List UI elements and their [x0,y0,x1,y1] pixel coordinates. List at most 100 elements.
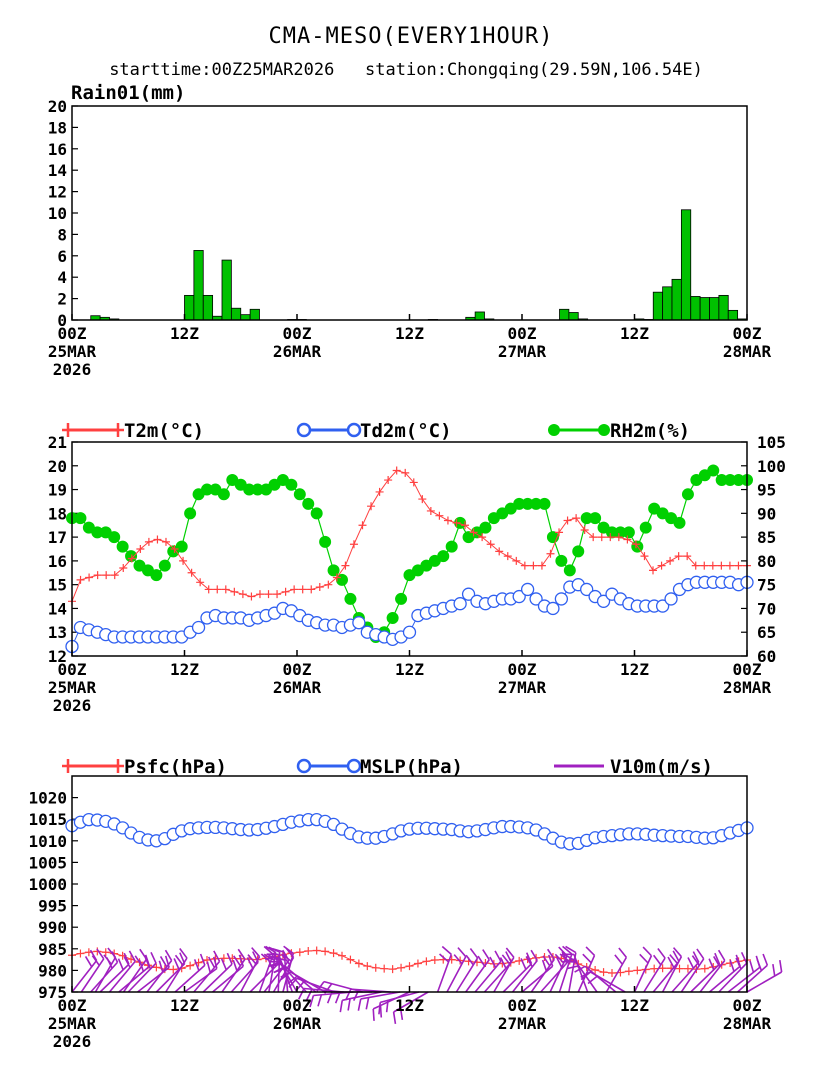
data-point-plus [324,580,333,589]
wind-barb-staff [193,960,221,993]
y-tick-label: 14 [48,161,67,180]
wind-barb-flag [199,953,206,966]
wind-barb-flag [193,959,200,971]
rain-bar [202,294,214,321]
data-point-dot [158,559,171,572]
data-point-plus [614,533,623,542]
data-point-plus [93,571,102,580]
wind-barb-flag [614,954,623,965]
legend-marker [346,758,362,774]
legend-label: V10m(m/s) [610,756,713,778]
wind-barb-flag [220,958,228,971]
y-tick-label-right: 85 [757,528,776,547]
wind-barb-flag [339,1000,344,1013]
data-point-dot [386,611,399,624]
wind-barb-staff [99,963,130,993]
wind-barb-flag [465,954,474,966]
data-point-plus [230,587,239,596]
wind-barb-staff [521,965,554,993]
wind-barb-flag [263,945,274,956]
rain-bar [568,312,579,321]
wind-barb-flag [687,957,695,969]
rain-bar [474,311,485,321]
rain-bar [699,297,710,321]
data-point-dot [673,516,686,529]
wind-barb-flag [378,1002,382,1015]
wind-barb-flag [164,949,173,961]
wind-barb-flag [691,955,700,966]
data-point-plus [725,561,734,570]
data-point-dot [707,464,720,477]
y-tick-label: 990 [38,918,67,937]
wind-barb-staff [393,991,429,1013]
wind-barb-flag [357,998,362,1011]
rain-bar [652,291,664,321]
data-point-plus [700,964,709,973]
wind-barb-staff [718,962,748,993]
x-date-label: 27MAR [498,1014,547,1033]
wind-barb-flag [696,948,705,960]
data-point-plus [76,949,85,958]
wind-barb-staff [71,959,98,993]
data-point-plus [674,552,683,561]
wind-barb-staff [221,958,246,993]
data-point-circle [512,589,526,604]
data-point-plus [572,514,581,523]
wind-barb-flag [713,956,721,968]
data-point-plus [426,506,435,515]
data-point-dot [437,550,450,563]
wind-barb-staff [455,957,479,993]
x-tick-label: 00Z [733,660,762,679]
data-point-dot [217,488,230,501]
data-point-plus [85,573,94,582]
data-point-plus [717,561,726,570]
wind-barb-flag [729,959,735,972]
wind-barb-flag [265,956,278,960]
data-point-plus [401,468,410,477]
y-tick-label-right: 80 [757,552,776,571]
y-tick-label: 1000 [28,875,67,894]
rain-bar [690,296,701,321]
wind-barb-flag [582,953,592,964]
wind-barb-flag [542,955,551,967]
data-point-plus [658,964,667,973]
x-date-label: 25MAR [48,678,97,697]
wind-barb-flag [717,949,726,961]
wind-barb-staff [643,957,666,993]
data-point-dot [538,497,551,510]
data-point-plus [650,964,659,973]
x-date-label: 26MAR [273,1014,322,1033]
wind-barb-flag [505,951,512,963]
data-point-circle [596,594,611,608]
data-point-plus [321,947,330,956]
y-tick-label-right: 100 [757,457,786,476]
wind-barb-flag [326,991,333,1004]
rain-bar [221,259,232,321]
wind-barb-flag [280,971,291,981]
x-date-label: 28MAR [723,342,772,361]
x-year-label: 2026 [53,696,92,715]
y-tick-label: 1010 [28,832,67,851]
data-point-circle [554,592,569,606]
y-tick-label: 21 [48,433,67,452]
wind-barb-flag [580,971,591,981]
wind-barb-staff [122,958,148,993]
wind-barb-flag [246,957,254,969]
wind-barb-flag [150,951,157,964]
data-point-plus [683,964,692,973]
rain-bar [230,307,242,321]
data-point-plus [144,537,153,546]
data-point-plus [520,561,529,570]
wind-barb-flag [288,977,298,988]
x-tick-label: 12Z [620,660,649,679]
data-point-dot [319,535,332,548]
data-point-plus [187,568,196,577]
data-point-circle [529,592,543,606]
wind-barb-flag [251,947,261,958]
data-point-plus [332,573,341,582]
data-point-circle [191,620,206,635]
wind-barb-flag [179,947,188,959]
data-point-circle [580,582,594,597]
data-point-circle [453,597,467,611]
legend-marker [62,759,74,773]
